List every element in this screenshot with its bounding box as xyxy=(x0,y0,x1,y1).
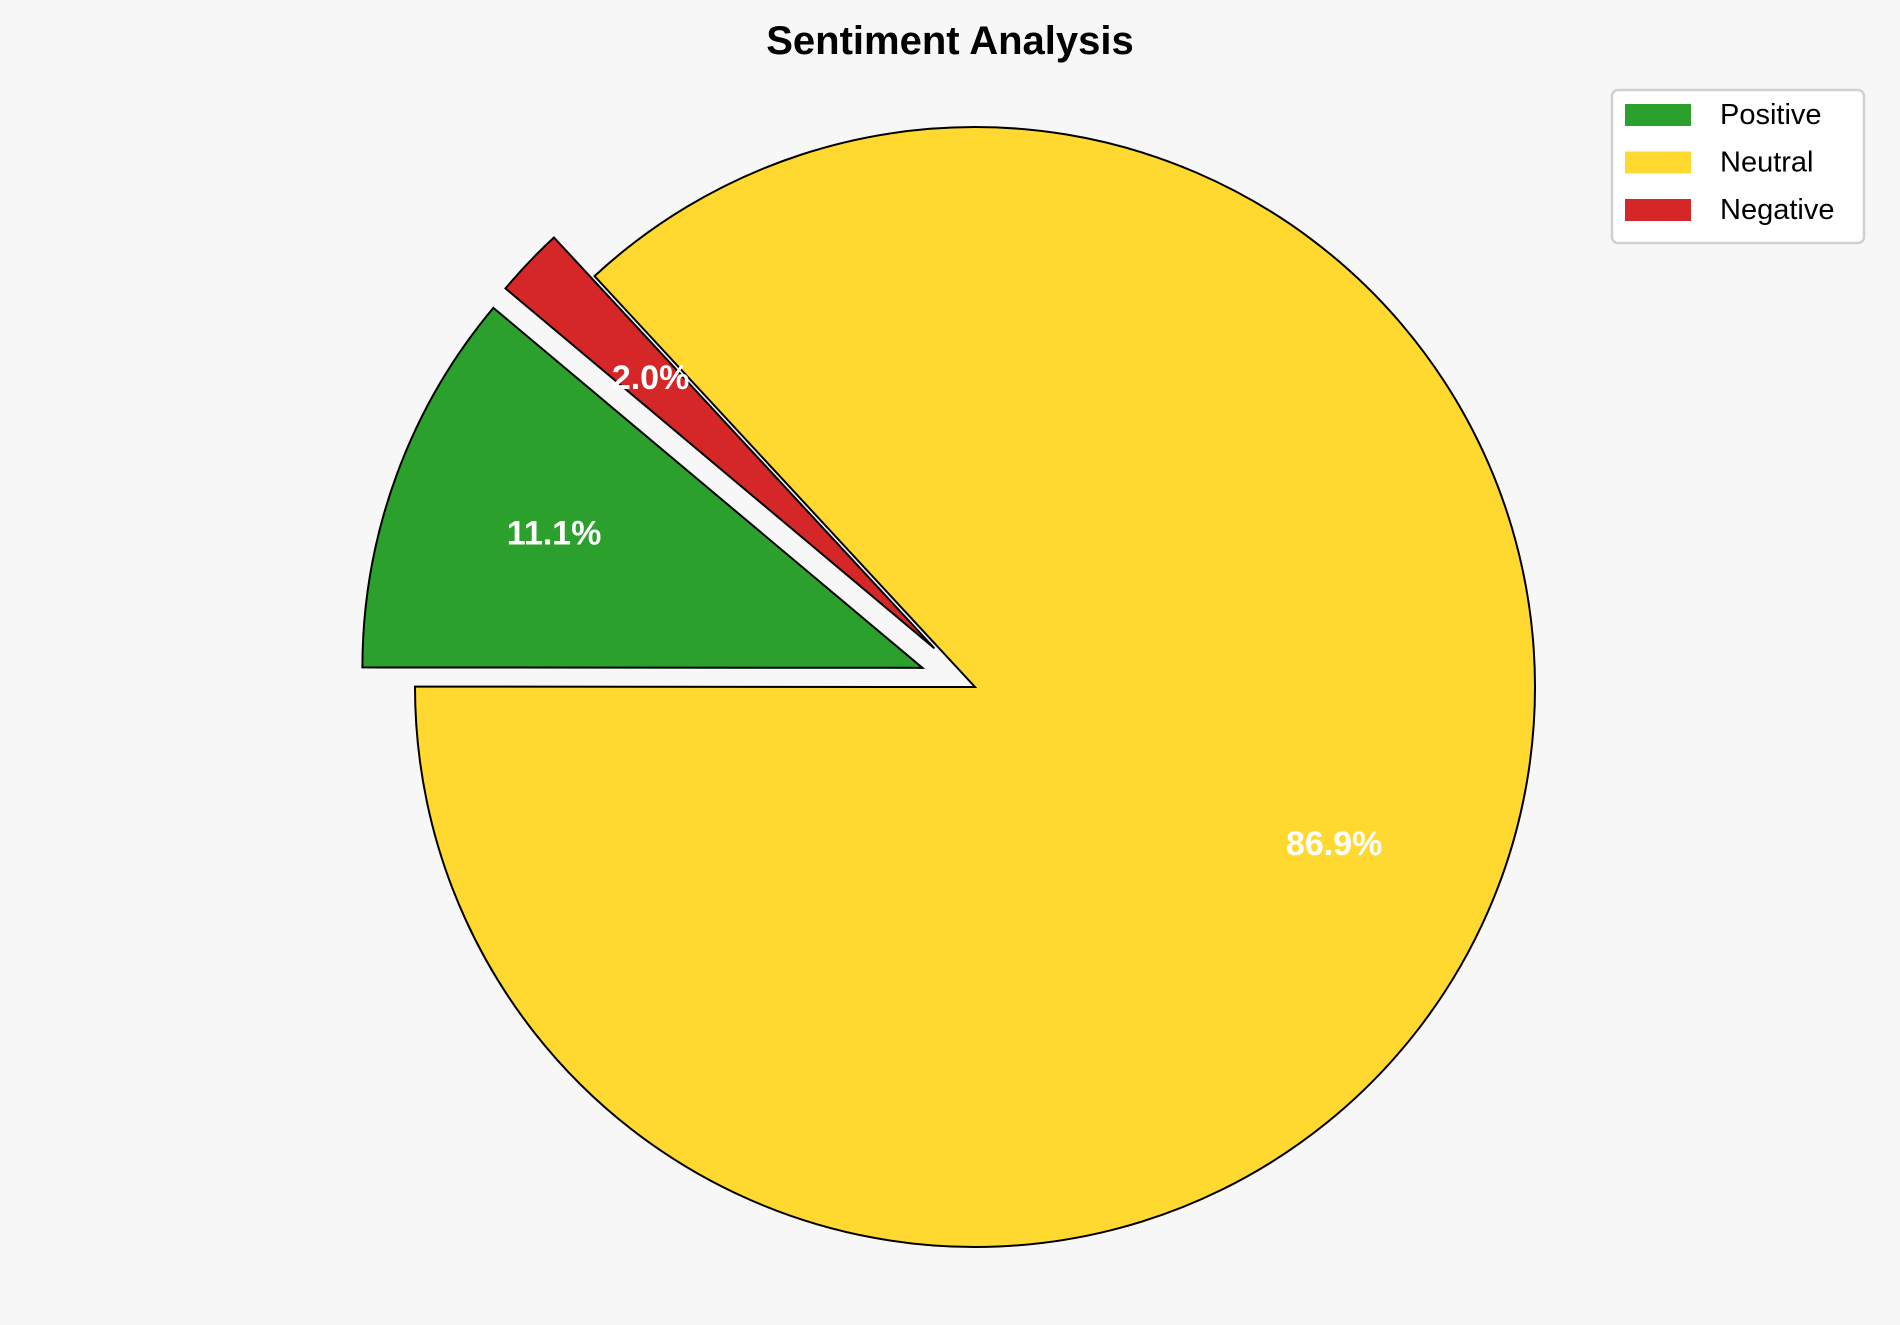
pie-label-positive: 11.1% xyxy=(507,515,602,553)
pie-slice-positive xyxy=(361,306,926,669)
legend: Positive Neutral Negative xyxy=(1610,88,1866,245)
pie-slice-negative xyxy=(504,236,936,650)
pie-label-neutral: 86.9% xyxy=(1286,825,1382,863)
legend-label-positive: Positive xyxy=(1720,99,1822,131)
legend-swatch-neutral xyxy=(1625,151,1691,174)
pie-label-negative: 2.0% xyxy=(612,359,690,397)
legend-swatch-negative xyxy=(1625,199,1691,221)
pie-slices xyxy=(361,126,1536,1248)
chart-title: Sentiment Analysis xyxy=(766,19,1134,63)
legend-label-neutral: Neutral xyxy=(1720,147,1814,179)
pie-labels: 11.1% 86.9% 2.0% xyxy=(507,359,1383,863)
pie-slice-neutral xyxy=(413,126,1536,1248)
legend-label-negative: Negative xyxy=(1720,194,1834,226)
legend-swatch-positive xyxy=(1625,104,1691,126)
